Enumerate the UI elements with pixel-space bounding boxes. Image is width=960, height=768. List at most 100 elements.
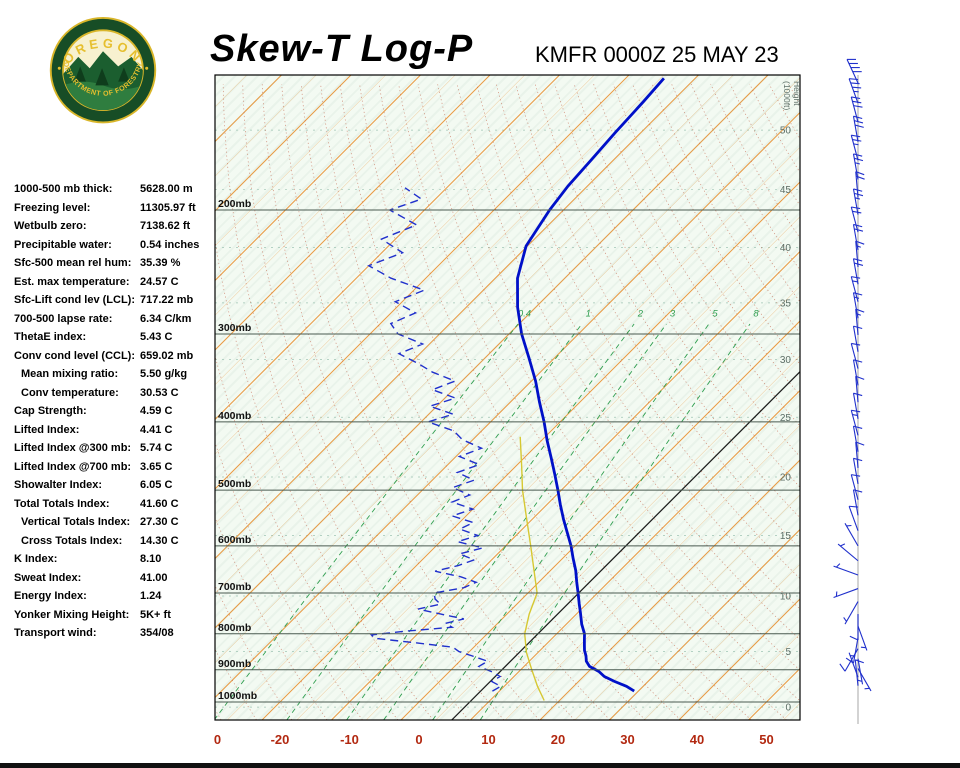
stat-value: 8.10	[140, 553, 162, 565]
height-label: 40	[780, 243, 792, 254]
wind-barb	[857, 625, 868, 651]
pressure-label: 600mb	[218, 534, 251, 546]
stat-label: Lifted Index:	[14, 423, 80, 436]
stat-label: Transport wind:	[14, 627, 97, 639]
stat-row: Sweat Index: 41.00	[14, 572, 212, 591]
height-label: 45	[780, 185, 792, 196]
stat-label: Sfc-Lift cond lev (LCL):	[14, 294, 135, 306]
wind-barb	[855, 171, 865, 198]
wind-barb	[850, 342, 861, 369]
height-label: 20	[780, 472, 792, 483]
svg-text:1: 1	[586, 308, 591, 319]
wind-barb	[833, 588, 859, 598]
stat-row: Freezing level: 11305.97 ft	[14, 202, 212, 221]
stat-value: 27.30 C	[140, 516, 179, 528]
stat-row: Cap Strength: 4.59 C	[14, 405, 212, 424]
wind-barb	[852, 425, 863, 452]
svg-text:0.4: 0.4	[518, 308, 531, 319]
wind-barb	[855, 240, 865, 268]
svg-text:3: 3	[670, 308, 676, 319]
height-label: 30	[780, 355, 792, 366]
temp-axis-label: -20	[271, 732, 290, 747]
stat-value: 41.60 C	[140, 497, 179, 510]
stat-value: 30.53 C	[140, 386, 179, 399]
stat-value: 11305.97 ft	[140, 201, 196, 214]
height-label: 15	[780, 531, 792, 542]
stat-value: 5K+ ft	[140, 608, 171, 621]
stat-value: 5628.00 m	[140, 183, 193, 195]
wind-barb	[852, 258, 864, 285]
wind-barb	[852, 457, 863, 485]
stat-row: 700-500 lapse rate: 6.34 C/km	[14, 313, 212, 332]
wind-barb	[852, 325, 863, 352]
height-label: 10	[780, 592, 792, 603]
height-label: 35	[780, 298, 792, 309]
pressure-label: 1000mb	[218, 690, 257, 702]
stat-label: Lifted Index @300 mb:	[14, 442, 132, 454]
temp-axis-label: 50	[759, 732, 773, 747]
stat-label: Cross Totals Index:	[21, 534, 123, 547]
page-title: Skew-T Log-P	[210, 28, 474, 70]
stat-label: Conv cond level (CCL):	[14, 349, 136, 362]
wind-barb	[850, 134, 862, 161]
wind-barb	[848, 78, 862, 104]
temp-axis-label: 40	[690, 732, 704, 747]
stat-value: 5.74 C	[140, 442, 173, 454]
wind-barb	[852, 392, 863, 419]
pressure-label: 700mb	[218, 581, 251, 593]
temp-axis-label: 0	[415, 732, 422, 747]
svg-text:2: 2	[637, 308, 644, 319]
stat-label: Total Totals Index:	[14, 497, 110, 510]
stat-label: Energy Index:	[14, 590, 87, 602]
height-label: 50	[780, 126, 792, 137]
stat-row: Conv cond level (CCL): 659.02 mb	[14, 350, 212, 369]
stat-value: 3.65 C	[140, 460, 173, 473]
pressure-label: 400mb	[218, 410, 251, 422]
stat-row: Vertical Totals Index: 27.30 C	[14, 516, 212, 535]
stat-value: 4.59 C	[140, 405, 173, 417]
stat-row: K Index: 8.10	[14, 553, 212, 572]
stat-label: Freezing level:	[14, 201, 91, 214]
wind-barb	[852, 188, 864, 215]
pressure-label: 800mb	[218, 622, 251, 634]
wind-barb	[855, 441, 865, 468]
stat-value: 7138.62 ft	[140, 220, 191, 232]
stat-row: Transport wind: 354/08	[14, 627, 212, 646]
temp-axis-label: -10	[340, 732, 359, 747]
station-datetime: KMFR 0000Z 25 MAY 23	[535, 42, 779, 67]
svg-text:8: 8	[753, 308, 759, 319]
stat-row: Lifted Index: 4.41 C	[14, 424, 212, 443]
temp-axis-label: 10	[481, 732, 495, 747]
stat-label: Cap Strength:	[14, 405, 87, 417]
stat-value: 14.30 C	[140, 534, 179, 547]
stat-label: 1000-500 mb thick:	[14, 183, 113, 195]
wind-barb	[850, 409, 861, 436]
stat-row: Precipitable water: 0.54 inches	[14, 239, 212, 258]
wind-barb	[852, 359, 863, 386]
stat-row: Sfc-500 mean rel hum: 35.39 %	[14, 257, 212, 276]
stat-label: ThetaE index:	[14, 331, 87, 343]
wind-barb	[843, 601, 859, 625]
stat-label: Sfc-500 mean rel hum:	[14, 257, 132, 269]
stat-label: Showalter Index:	[14, 479, 103, 491]
wind-barb	[833, 563, 859, 576]
stat-row: Est. max temperature: 24.57 C	[14, 276, 212, 295]
stats-panel: 1000-500 mb thick: 5628.00 m Freezing leve…	[14, 183, 212, 646]
wind-barb	[844, 523, 859, 547]
stat-label: Sweat Index:	[14, 571, 82, 584]
height-label: 25	[780, 413, 792, 424]
wind-barb	[855, 375, 865, 403]
temp-axis-label: 0	[214, 732, 221, 747]
height-axis-title: (1000ft)	[782, 81, 792, 110]
wind-barb	[852, 489, 863, 516]
dewpoint-trace	[367, 187, 503, 692]
wind-barb	[855, 308, 865, 336]
stat-value: 717.22 mb	[140, 294, 194, 306]
wind-barb	[850, 206, 862, 233]
stat-row: Lifted Index @700 mb: 3.65 C	[14, 461, 212, 480]
stat-label: Wetbulb zero:	[14, 220, 87, 232]
stat-value: 4.41 C	[140, 423, 173, 436]
stat-label: Vertical Totals Index:	[21, 516, 131, 528]
svg-text:5: 5	[712, 308, 718, 319]
